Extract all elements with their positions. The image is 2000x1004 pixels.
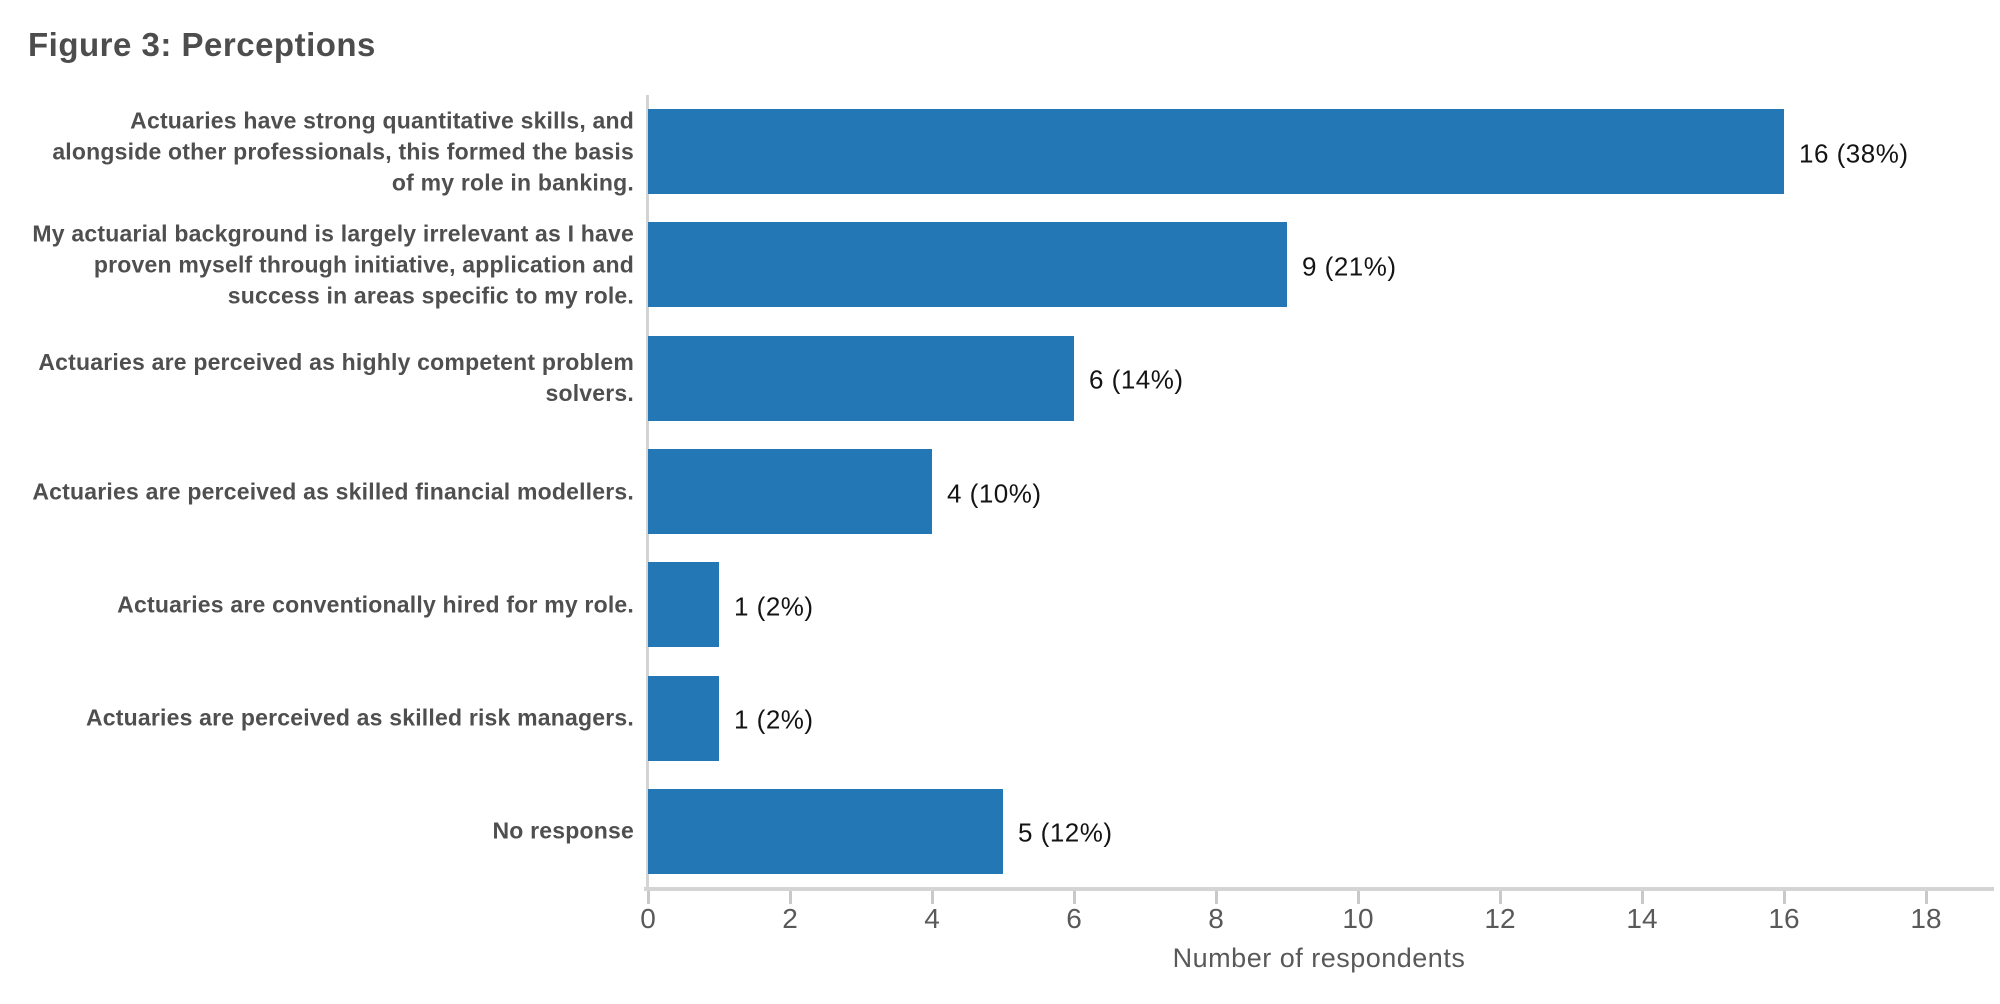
bar-value-label: 9 (21%) [1302,251,1397,282]
bar [648,788,1003,874]
category-label: Actuaries are perceived as skilled finan… [32,478,634,504]
x-tick-label: 2 [782,903,798,934]
x-tick-label: 16 [1768,903,1800,934]
figure-title: Figure 3: Perceptions [28,26,376,63]
x-tick-label: 0 [640,903,656,934]
x-axis-line [644,887,1994,891]
x-tick-label: 18 [1910,903,1942,934]
bar [648,335,1074,421]
x-axis-title: Number of respondents [1172,943,1466,973]
category-label: Actuaries are perceived as skilled risk … [85,704,634,731]
bar-value-label: 6 (14%) [1089,364,1184,395]
category-label: My actuarial background is largely irrel… [32,220,634,309]
x-tick-label: 4 [924,903,940,934]
bar [648,675,719,761]
x-tick [1215,891,1218,904]
bar [648,109,1784,195]
x-tick [1783,891,1786,904]
x-tick-label: 6 [1066,903,1082,934]
bar-value-label: 16 (38%) [1799,138,1909,169]
bar [648,222,1287,308]
category-label: Actuaries are conventionally hired for m… [117,591,634,618]
x-tick [1357,891,1360,904]
x-tick-label: 8 [1208,903,1224,934]
x-tick-label: 10 [1342,903,1374,934]
x-tick [647,891,650,904]
x-tick [1641,891,1644,904]
category-label: No response [492,817,634,844]
x-tick [1073,891,1076,904]
category-label: Actuaries have strong quantitative skill… [52,107,634,196]
bar-value-label: 1 (2%) [734,704,814,735]
x-tick [931,891,934,904]
bar-value-label: 4 (10%) [947,478,1042,508]
bar-value-label: 5 (12%) [1018,817,1113,848]
x-tick [789,891,792,904]
bar [648,562,719,648]
bar-value-label: 1 (2%) [734,591,814,622]
x-tick-label: 12 [1484,903,1516,934]
y-axis-line [646,95,649,891]
category-label: Actuaries are perceived as highly compet… [38,349,634,407]
x-tick [1499,891,1502,904]
x-tick-label: 14 [1626,903,1658,934]
x-tick [1925,891,1928,904]
bar [648,449,932,534]
